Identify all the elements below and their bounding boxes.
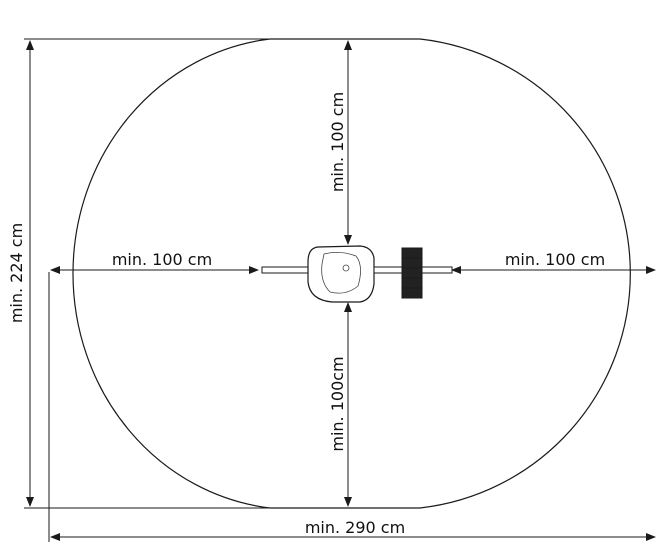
total-height-label: min. 224 cm xyxy=(7,223,26,323)
seat-body xyxy=(307,245,375,303)
seat-pivot xyxy=(342,264,350,272)
total-width-label: min. 290 cm xyxy=(305,518,405,537)
right-clearance-label: min. 100 cm xyxy=(505,250,605,269)
dark-grip-block xyxy=(401,247,423,299)
equipment-top-view xyxy=(261,245,453,303)
top-clearance-label: min. 100 cm xyxy=(328,92,347,192)
left-handle-bar xyxy=(261,266,311,274)
left-clearance-label: min. 100 cm xyxy=(112,250,212,269)
safety-zone-outline xyxy=(72,38,631,509)
seat-inner-contour xyxy=(321,252,361,294)
bottom-clearance-label: min. 100cm xyxy=(328,356,347,451)
